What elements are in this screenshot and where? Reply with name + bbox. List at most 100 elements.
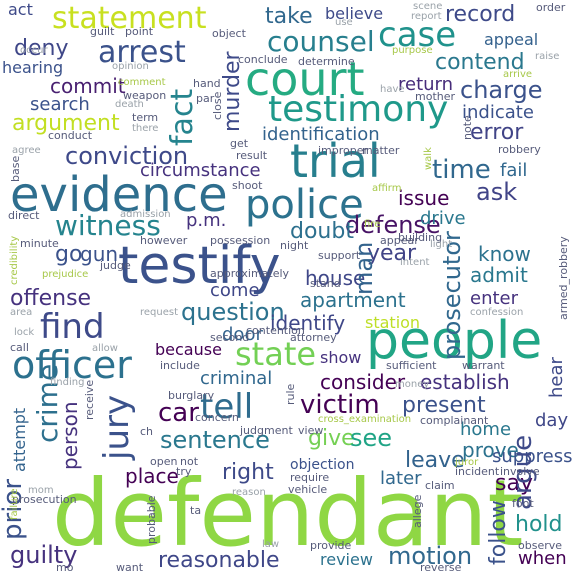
word-year: year — [367, 241, 417, 266]
word-come: come — [210, 280, 260, 301]
word-right: right — [222, 460, 274, 485]
word-question: question — [181, 298, 285, 326]
word-provide: provide — [310, 539, 352, 552]
word-complainant: complainant — [420, 414, 489, 427]
word-state: state — [235, 335, 317, 373]
word-purpose: purpose — [392, 45, 433, 56]
word-fire: fire — [364, 219, 381, 230]
word-motion: motion — [388, 542, 473, 570]
word-improper: improper — [318, 144, 369, 157]
word-present: present — [402, 393, 486, 418]
word-contend: contend — [435, 50, 525, 75]
word-conviction: conviction — [65, 142, 189, 170]
word-error: error — [470, 120, 524, 145]
word-intent: intent — [400, 257, 430, 268]
word-judgment: judgment — [240, 424, 293, 437]
word-affirm: affirm — [372, 183, 402, 194]
word-matter: matter — [362, 144, 400, 157]
word-possession: possession — [210, 234, 271, 247]
word-cross-examination: cross_examination — [318, 414, 412, 425]
word-people: people — [366, 311, 543, 371]
word-arrive: arrive — [503, 69, 533, 80]
word-apartment: apartment — [300, 288, 406, 312]
word-try: try — [176, 465, 192, 478]
word-reason: reason — [232, 487, 266, 498]
word-identification: identification — [262, 124, 380, 145]
word-require: require — [290, 471, 330, 484]
word-sufficient: sufficient — [386, 359, 437, 372]
word-incident: incident — [455, 465, 500, 478]
word-robbery: robbery — [498, 143, 541, 156]
word-person: person — [58, 401, 82, 470]
word-guilty: guilty — [10, 541, 78, 569]
word-see: see — [350, 424, 393, 452]
word-area: area — [10, 307, 33, 318]
word-support: support — [318, 249, 361, 262]
word-prove: prove — [462, 438, 519, 462]
word-order: order — [536, 1, 566, 14]
word-mother: mother — [415, 90, 456, 103]
word-court: court — [245, 52, 365, 106]
word-claim: claim — [425, 479, 455, 492]
word-death: death — [115, 99, 144, 110]
word-consider: consider — [320, 370, 406, 394]
word-find: find — [40, 307, 105, 347]
word-conclude: conclude — [238, 53, 288, 66]
word-fact: fact — [165, 88, 200, 146]
word-establish: establish — [420, 370, 510, 394]
word-commit: commit — [50, 74, 126, 98]
word-offense: offense — [10, 286, 92, 311]
word-trial: trial — [290, 134, 381, 188]
word-judge: judge — [100, 259, 131, 272]
word-officer: officer — [12, 343, 132, 387]
word-point: point — [125, 25, 154, 38]
word-indicate: indicate — [462, 102, 534, 123]
word-believe: believe — [325, 4, 384, 23]
word-hand: hand — [193, 77, 221, 90]
word-mo: mo — [56, 561, 74, 574]
word-burglary: burglary — [168, 389, 215, 402]
word-attempt: attempt — [10, 407, 29, 472]
word-object: object — [212, 27, 246, 40]
word-confession: confession — [470, 307, 524, 318]
word-prosecution: prosecution — [12, 493, 77, 506]
word-request: request — [140, 307, 179, 318]
word-agree: agree — [12, 145, 41, 156]
word-term: term — [132, 111, 159, 124]
word-fail: fail — [500, 160, 528, 181]
word-credibility: credibility — [9, 235, 20, 285]
word-night: night — [280, 239, 309, 252]
word-testify: testify — [118, 236, 281, 296]
word-armed-robbery: armed_robbery — [557, 236, 570, 320]
word-open: open — [150, 455, 178, 468]
word-guilt: guilt — [90, 25, 115, 38]
word-reverse: reverse — [420, 561, 462, 574]
word-review: review — [320, 550, 373, 569]
word-not: not — [180, 455, 199, 468]
word-finding: finding — [50, 377, 85, 388]
word-have: have — [380, 84, 405, 95]
word-witness: witness — [55, 209, 161, 242]
word-return: return — [398, 74, 454, 95]
word-counsel: counsel — [267, 25, 375, 58]
word-however: however — [140, 234, 188, 247]
word-stand: stand — [310, 277, 341, 290]
word-know: know — [478, 242, 531, 266]
word-attorney: attorney — [290, 331, 337, 344]
word-identify: identify — [270, 311, 346, 335]
word-second: second — [210, 331, 250, 344]
word-hearing: hearing — [2, 58, 64, 77]
word-concern: concern — [195, 411, 239, 424]
word-act: act — [8, 0, 33, 19]
word-failure: failure — [9, 488, 20, 520]
word-involve: involve — [500, 465, 540, 478]
word-view: view — [298, 424, 324, 437]
word-objection: objection — [290, 457, 355, 473]
word-note: note — [461, 115, 474, 140]
word-sentence: sentence — [160, 426, 270, 454]
word-suppress: suppress — [492, 446, 573, 467]
word-close: close — [211, 91, 224, 120]
word-appeal: appeal — [484, 30, 539, 49]
word-car: car — [158, 398, 199, 428]
